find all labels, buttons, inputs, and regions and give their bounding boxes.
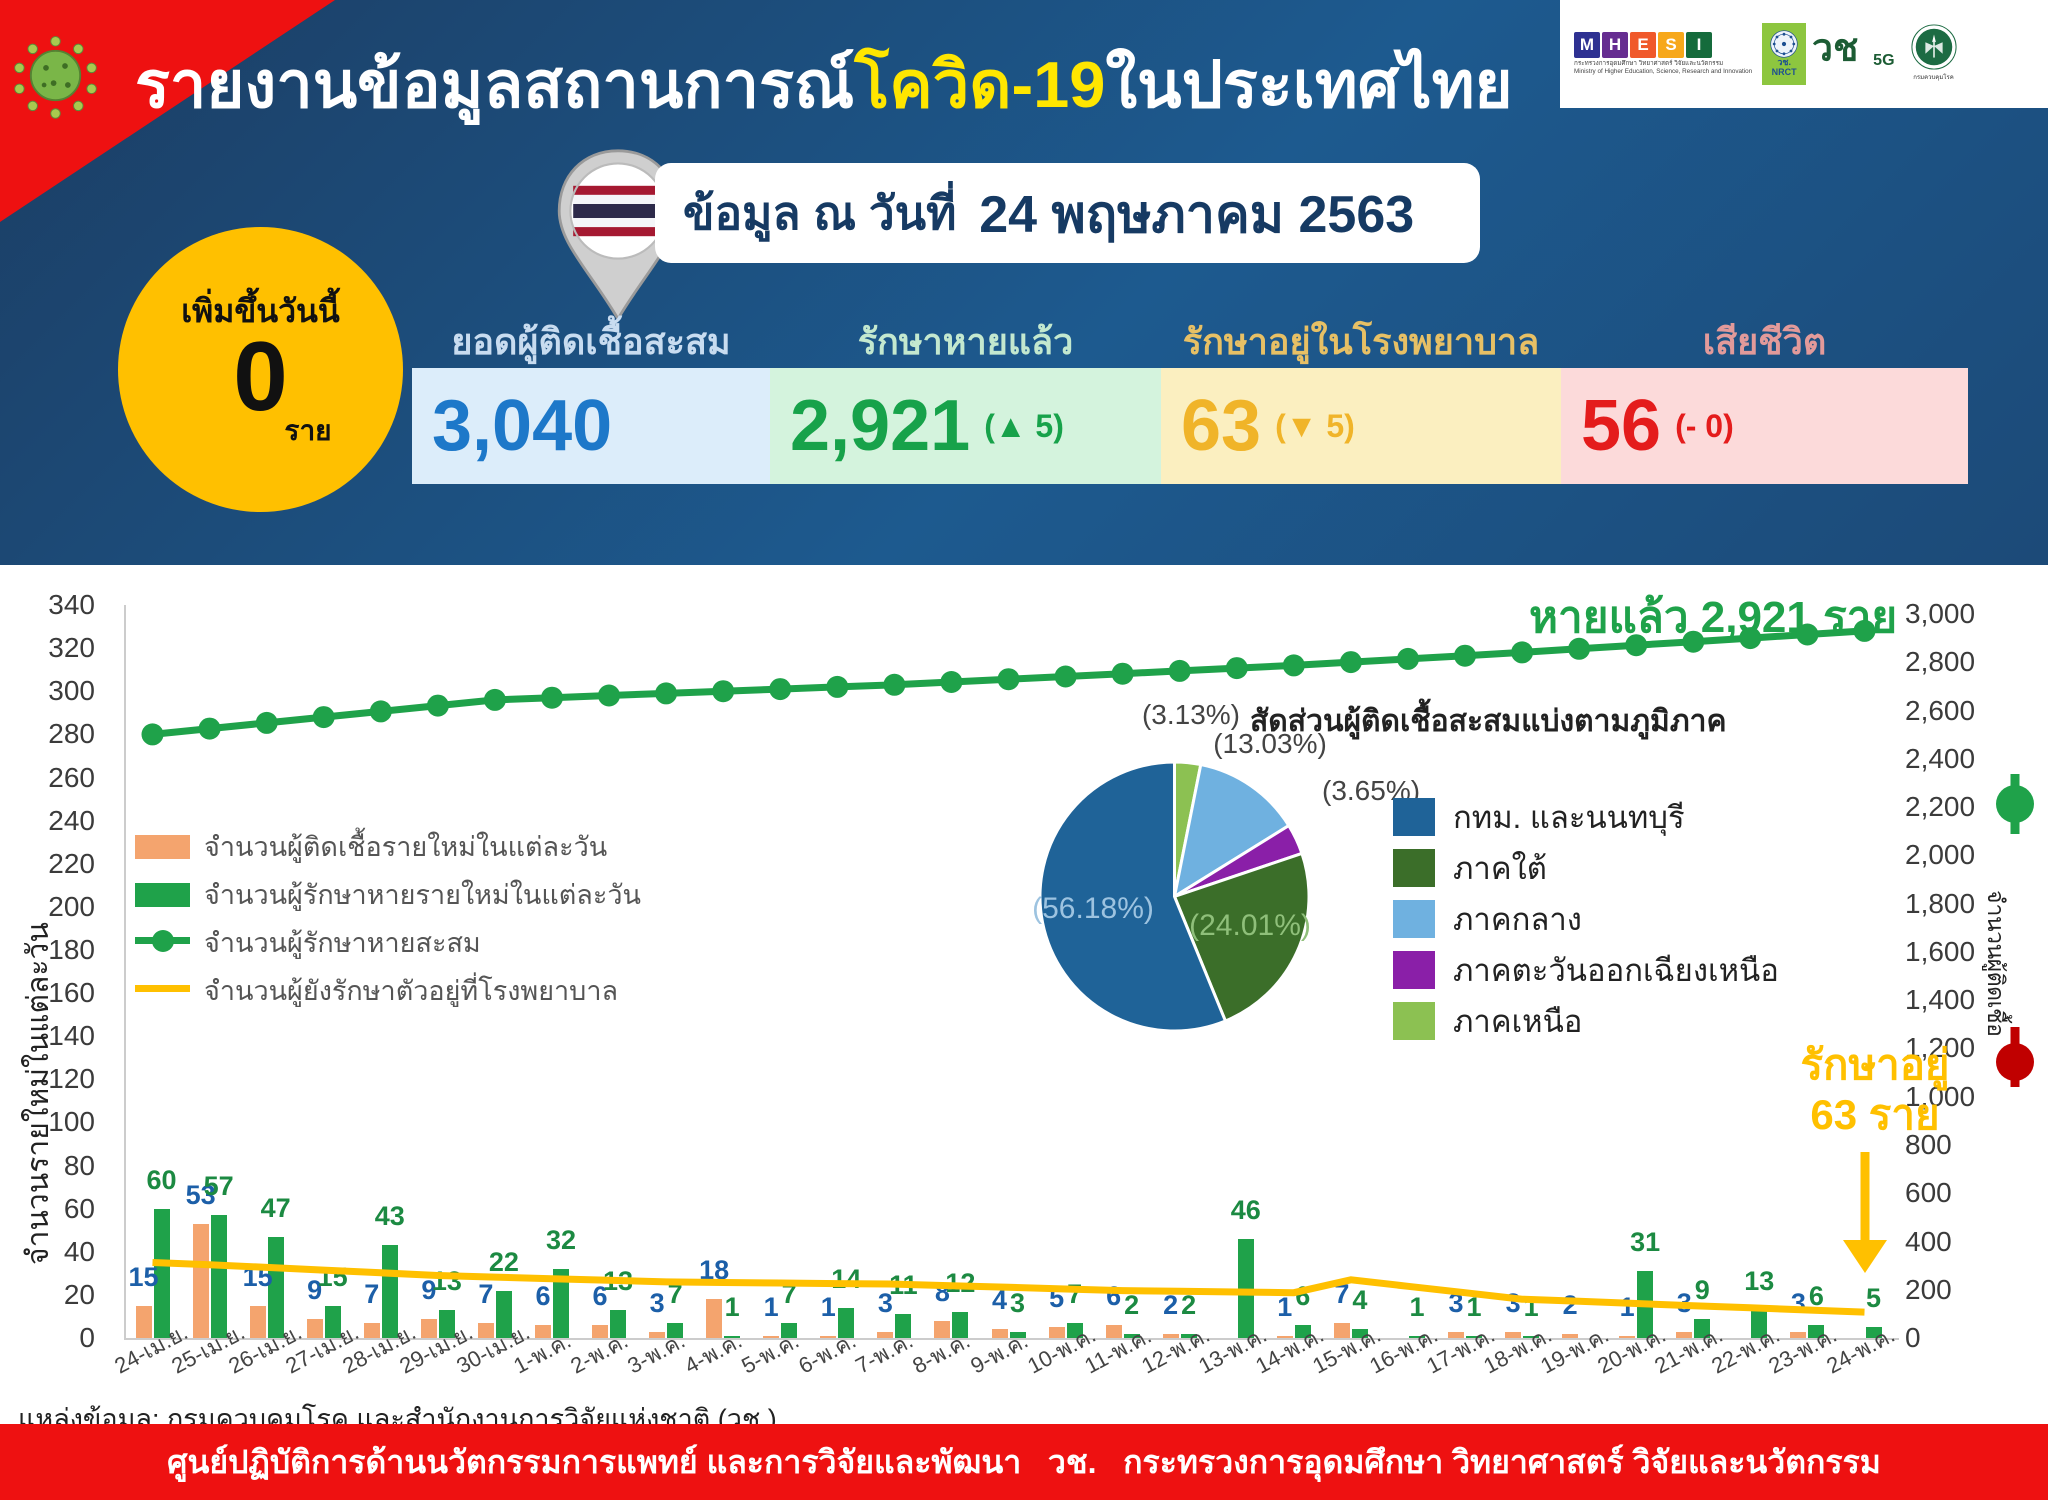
svg-text:(56.18%): (56.18%) — [1032, 892, 1154, 925]
svg-text:(24.01%): (24.01%) — [1189, 909, 1311, 942]
svg-text:(13.03%): (13.03%) — [1213, 728, 1327, 759]
svg-text:วช: วช — [1812, 28, 1858, 69]
svg-text:(3.13%): (3.13%) — [1142, 699, 1240, 730]
